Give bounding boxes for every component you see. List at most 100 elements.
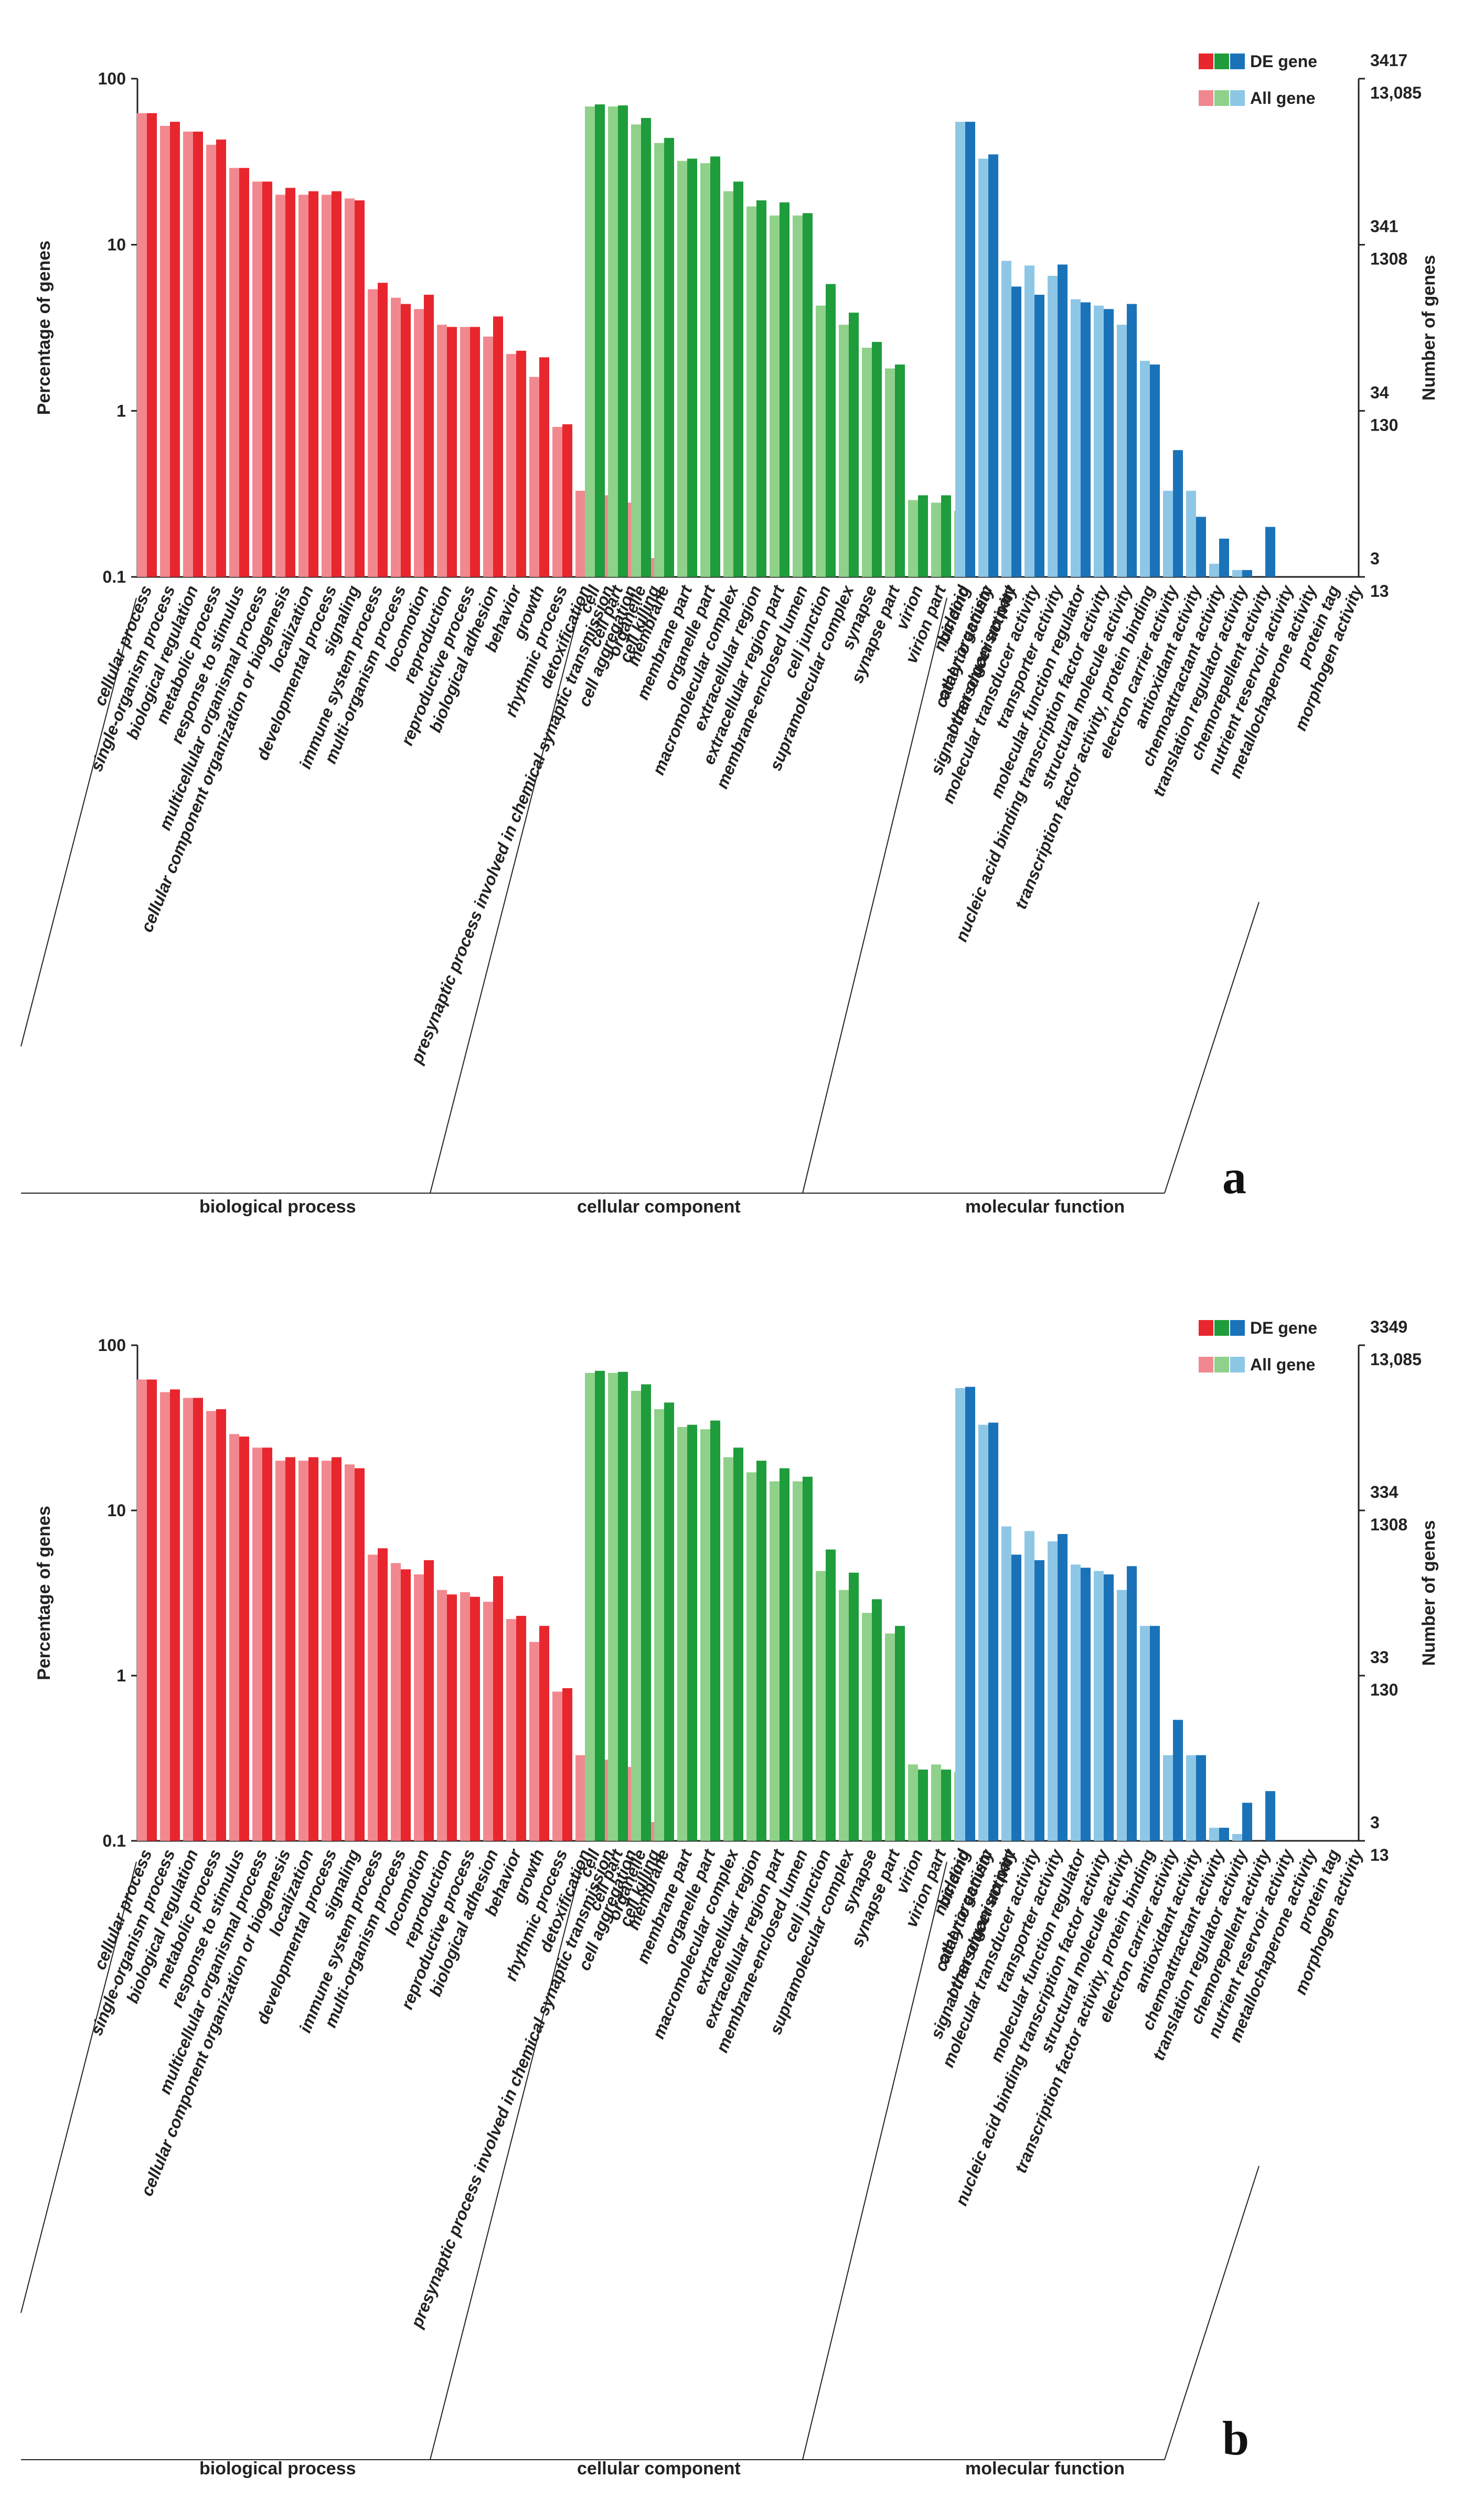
y2-tick-label-de: 3349 [1370,1317,1407,1336]
bar-all-gene [1232,570,1242,577]
bar-all-gene [862,347,872,577]
bar-all-gene [1232,1833,1242,1841]
bar-all-gene [793,215,803,577]
bar-de-gene [1242,1803,1252,1841]
bar-de-gene [147,1379,157,1841]
legend: DE gene All gene [1199,52,1317,108]
panel-letter: a [1222,1150,1246,1204]
y2-tick-label-de: 34 [1370,383,1389,402]
bar-de-gene [618,105,628,577]
bar-de-gene [424,1560,434,1841]
bar-de-gene [285,188,295,577]
legend-swatch [1199,53,1213,69]
bar-all-gene [252,1447,262,1841]
bar-de-gene [687,1424,697,1841]
bar-de-gene [193,1398,203,1841]
bar-de-gene [803,213,813,577]
legend-label: All gene [1250,89,1315,108]
legend-label: DE gene [1250,1318,1317,1337]
bar-de-gene [1150,364,1160,577]
bar-all-gene [1048,275,1058,577]
bar-de-gene [1034,1560,1044,1841]
bar-de-gene [1011,286,1021,577]
bar-all-gene [1025,265,1034,577]
bar-de-gene [1058,1534,1068,1841]
bar-de-gene [378,1548,388,1841]
bar-all-gene [414,1574,424,1841]
y-tick-label: 10 [107,1501,126,1520]
bar-de-gene [895,364,905,577]
bar-de-gene [756,1461,766,1841]
legend-swatch [1214,1357,1229,1372]
bar-de-gene [965,122,975,577]
bar-de-gene [1127,1566,1137,1841]
bar-de-gene [470,327,480,577]
bar-de-gene [687,158,697,577]
bar-all-gene [275,1461,285,1841]
bar-all-gene [1071,1564,1081,1841]
y2-tick-label-all: 130 [1370,1680,1398,1699]
bar-all-gene [862,1613,872,1841]
bar-all-gene [677,160,687,577]
bar-all-gene [746,1472,756,1841]
bar-de-gene [941,1770,951,1841]
bar-all-gene [978,1424,988,1841]
bar-all-gene [978,158,988,577]
bar-all-gene [552,1691,562,1841]
bar-de-gene [918,1770,928,1841]
legend-label: DE gene [1250,52,1317,71]
bar-all-gene [552,427,562,577]
y2-tick-label-all: 13 [1370,582,1389,600]
bar-de-gene [493,1576,503,1841]
y2-tick-label-de: 3 [1370,549,1380,568]
bar-de-gene [1173,1720,1183,1841]
bar-de-gene [618,1371,628,1841]
bar-de-gene [988,1422,998,1841]
y2-tick-label-de: 3 [1370,1813,1380,1832]
group-guide-line [430,1861,583,2460]
bar-all-gene [229,1434,239,1841]
bar-de-gene [332,191,342,577]
group-guide-line [20,1861,137,2313]
group-guide-line [802,597,947,1194]
bar-de-gene [470,1596,480,1841]
y2-tick-label-all: 13,085 [1370,83,1422,102]
bar-de-gene [262,1447,272,1841]
bar-all-gene [654,1409,664,1841]
bar-all-gene [931,502,941,577]
bar-de-gene [1011,1554,1021,1841]
bar-de-gene [988,154,998,577]
bar-all-gene [677,1427,687,1841]
bar-all-gene [723,191,733,577]
legend-label: All gene [1250,1355,1315,1374]
bar-all-gene [839,1590,849,1841]
bar-all-gene [1001,261,1011,577]
bar-de-gene [216,1409,226,1841]
bar-all-gene [1163,1755,1173,1841]
bar-de-gene [1034,294,1044,577]
legend-swatch [1199,1357,1213,1372]
bar-all-gene [252,181,262,577]
panel-a: 100 10 1 0.1 3417 13,085 341 1308 34 130 3 13 Percen… [20,51,1439,1217]
bar-de-gene [872,1599,882,1841]
bar-de-gene [1127,304,1137,577]
bar-all-gene [770,1481,780,1841]
bar-all-gene [391,1563,401,1841]
bar-all-gene [483,1602,493,1841]
bar-all-gene [1186,490,1196,577]
legend-swatch [1230,53,1245,69]
bar-all-gene [700,163,710,577]
y2-tick-label-all: 1308 [1370,250,1407,269]
group-label-bp: biological process [199,2459,356,2479]
y-tick-label: 100 [98,69,126,88]
bar-all-gene [1117,325,1127,577]
bar-de-gene [1104,1574,1114,1841]
bar-all-gene [839,325,849,577]
bar-all-gene [275,195,285,577]
bar-all-gene [529,377,539,577]
legend-swatch [1214,53,1229,69]
bar-de-gene [285,1457,295,1841]
bar-all-gene [1140,1626,1150,1841]
bar-all-gene [885,368,895,577]
